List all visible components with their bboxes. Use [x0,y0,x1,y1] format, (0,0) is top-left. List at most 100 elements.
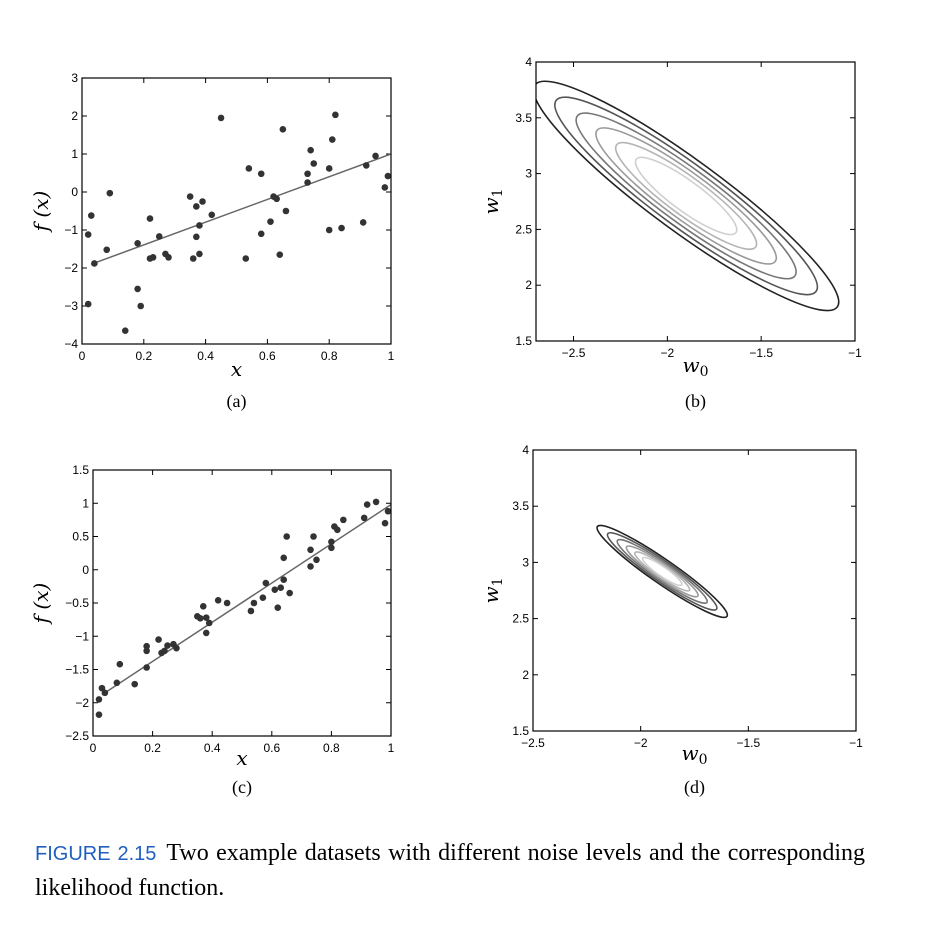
data-point [280,554,288,562]
data-point [205,619,213,627]
data-point [304,170,311,178]
contour-line [595,127,778,265]
x-tick-label: 0 [90,741,97,755]
contour-line [606,531,718,611]
x-axis-label: w0 [682,353,708,380]
x-tick-label: 0.8 [323,741,340,755]
data-point [259,594,267,601]
data-point [338,224,345,232]
y-tick-label: −4 [64,337,78,351]
panel-label: (c) [232,777,252,798]
data-point [103,246,111,254]
data-point [381,519,389,527]
data-point [208,211,216,219]
data-point [95,696,103,703]
contour-line [536,80,840,312]
y-tick-label: 3.5 [515,111,532,125]
x-tick-label: 0.4 [197,349,214,363]
data-point [310,160,318,167]
data-point [143,664,150,671]
x-axis-label: w0 [681,741,707,768]
x-tick-label: 0.6 [263,741,280,755]
y-tick-label: 3 [71,71,78,85]
data-point [101,689,109,697]
data-point [313,556,320,564]
plot-frame [81,77,392,345]
panel-b: −2.5 −2 −1.5 −1 4 3.5 3 2.5 2 1.5 w0 w1 (b) [479,55,862,412]
panel-label: (d) [684,777,705,798]
data-point [186,193,194,200]
data-point [250,599,258,607]
data-point [196,222,203,229]
x-tick-label: 1 [388,741,395,755]
y-tick-label: 1 [82,496,89,510]
data-point [282,207,290,215]
y-axis-label: f (x) [29,583,53,626]
y-axis-label-subscript: 1 [490,577,506,586]
y-tick-label: 4 [522,443,529,457]
x-tick-label: −1 [848,346,862,360]
data-point [137,302,145,310]
contour-line [614,141,758,251]
y-tick-label: 2 [522,668,529,682]
data-point [116,660,124,668]
panel-c: 0 0.2 0.4 0.6 0.8 1 1.5 1 0.5 0 −0.5 −1 −1.5 −2 −2.5 x f… [29,463,395,798]
plot-area [95,498,391,719]
y-tick-label: −2 [64,261,78,275]
x-axis-label-subscript: 0 [699,752,708,768]
x-axis-label-subscript: 0 [700,364,709,380]
data-point [134,285,141,293]
data-point [143,647,150,655]
data-point [307,563,314,570]
contour-line [554,96,819,296]
x-axis-label: x [236,746,247,770]
plot-area [596,524,729,619]
data-point [84,231,92,238]
figure-label: FIGURE 2.15 [35,843,157,865]
data-point [262,579,270,587]
fit-line [101,503,391,696]
caption-text: Two example datasets with different nois… [35,840,865,901]
data-point [91,260,98,267]
x-tick-label: 0 [79,349,86,363]
data-point [242,255,250,262]
contour-line [633,551,691,592]
data-point [381,184,389,191]
y-axis-label: f (x) [29,191,53,234]
y-tick-label: 3 [525,167,532,181]
x-axis-label: x [231,357,242,381]
x-tick-label: 0.2 [144,741,161,755]
y-tick-label: −1 [75,629,89,643]
data-point [87,212,95,219]
data-point [155,636,162,643]
x-tick-label: −2.5 [521,736,545,750]
data-point [340,516,347,524]
y-tick-label: −2.5 [65,729,89,743]
data-point [95,711,103,719]
data-point [274,604,282,611]
y-tick-label: 1 [71,147,78,161]
x-tick-label: 1 [388,349,395,363]
data-point [155,233,163,240]
data-point [267,218,274,225]
data-point [245,165,253,172]
contour-line [634,156,738,236]
plot-area [84,111,391,335]
data-point [149,254,157,261]
x-tick-label: 0.4 [204,741,221,755]
y-tick-label: 0.5 [72,530,89,544]
data-point [280,576,288,584]
x-tick-label: −1 [849,736,863,750]
x-tick-label: 0.8 [321,349,338,363]
y-tick-label: 2.5 [512,612,529,626]
y-axis-label: w1 [479,188,506,214]
data-point [173,644,180,652]
plot-frame [535,61,856,342]
data-point [217,114,225,122]
contour-line [575,112,797,280]
data-point [193,233,200,241]
data-point [143,642,150,650]
y-tick-label: 0 [71,185,78,199]
y-tick-label: 4 [525,55,532,69]
data-point [202,614,210,621]
